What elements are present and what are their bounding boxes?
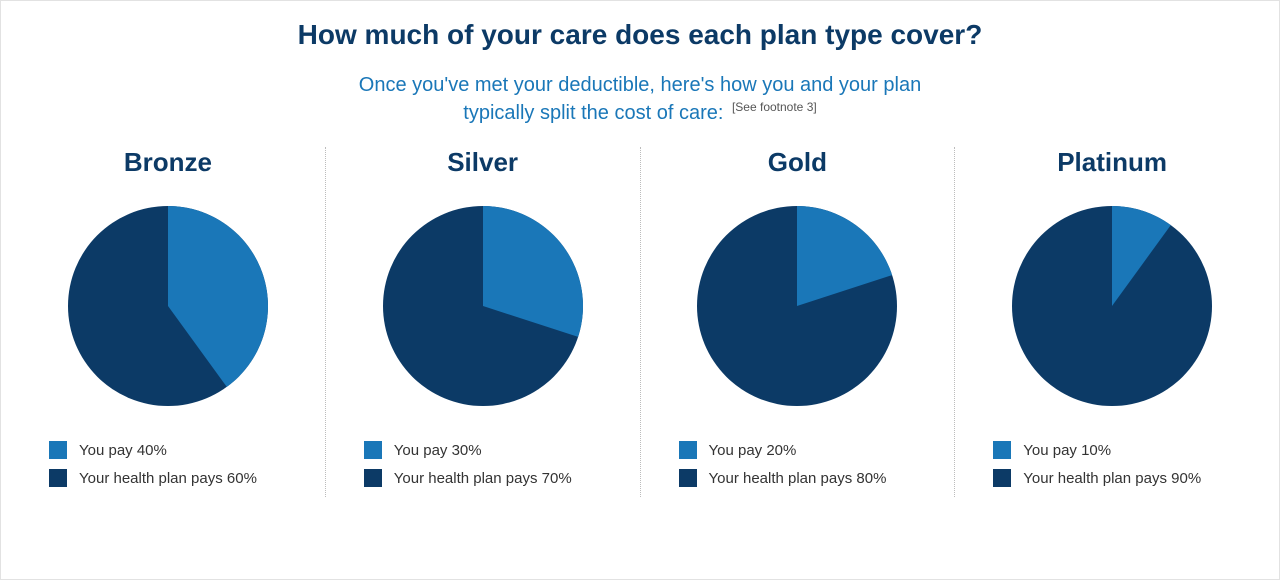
footnote-ref: [See footnote 3] <box>732 100 817 114</box>
legend-label: Your health plan pays 90% <box>1023 470 1201 487</box>
legend-label: You pay 10% <box>1023 442 1111 459</box>
legend-item-you-pay: You pay 10% <box>993 441 1239 459</box>
legend-swatch <box>679 469 697 487</box>
pie-chart <box>383 206 583 406</box>
legend-item-plan-pays: Your health plan pays 80% <box>679 469 925 487</box>
pie-chart <box>68 206 268 406</box>
legend-label: You pay 40% <box>79 442 167 459</box>
plan-name: Gold <box>768 147 827 178</box>
infographic-container: How much of your care does each plan typ… <box>0 0 1280 580</box>
main-title: How much of your care does each plan typ… <box>11 19 1269 51</box>
plan-name: Platinum <box>1057 147 1167 178</box>
subtitle: Once you've met your deductible, here's … <box>11 71 1269 127</box>
legend-item-plan-pays: Your health plan pays 70% <box>364 469 610 487</box>
legend: You pay 10% Your health plan pays 90% <box>985 441 1239 497</box>
legend-swatch <box>993 441 1011 459</box>
legend: You pay 30% Your health plan pays 70% <box>356 441 610 497</box>
legend-label: Your health plan pays 70% <box>394 470 572 487</box>
plans-row: Bronze You pay 40% Your health plan pays 6… <box>11 147 1269 497</box>
legend-swatch <box>364 469 382 487</box>
legend-swatch <box>679 441 697 459</box>
pie-chart <box>1012 206 1212 406</box>
legend-label: Your health plan pays 80% <box>709 470 887 487</box>
plan-panel: Gold You pay 20% Your health plan pays 80% <box>641 147 956 497</box>
legend-item-you-pay: You pay 20% <box>679 441 925 459</box>
subtitle-line-1: Once you've met your deductible, here's … <box>359 74 921 96</box>
legend-swatch <box>364 441 382 459</box>
legend: You pay 20% Your health plan pays 80% <box>671 441 925 497</box>
legend-item-you-pay: You pay 40% <box>49 441 295 459</box>
legend-swatch <box>49 469 67 487</box>
legend-label: You pay 20% <box>709 442 797 459</box>
legend-swatch <box>993 469 1011 487</box>
pie-chart <box>697 206 897 406</box>
legend-item-plan-pays: Your health plan pays 90% <box>993 469 1239 487</box>
subtitle-line-2: typically split the cost of care: <box>463 102 723 124</box>
legend-label: You pay 30% <box>394 442 482 459</box>
plan-panel: Platinum You pay 10% Your health plan pays… <box>955 147 1269 497</box>
legend-swatch <box>49 441 67 459</box>
legend-label: Your health plan pays 60% <box>79 470 257 487</box>
legend-item-plan-pays: Your health plan pays 60% <box>49 469 295 487</box>
plan-name: Bronze <box>124 147 212 178</box>
legend-item-you-pay: You pay 30% <box>364 441 610 459</box>
plan-panel: Silver You pay 30% Your health plan pays 7… <box>326 147 641 497</box>
legend: You pay 40% Your health plan pays 60% <box>41 441 295 497</box>
plan-name: Silver <box>447 147 518 178</box>
plan-panel: Bronze You pay 40% Your health plan pays 6… <box>11 147 326 497</box>
